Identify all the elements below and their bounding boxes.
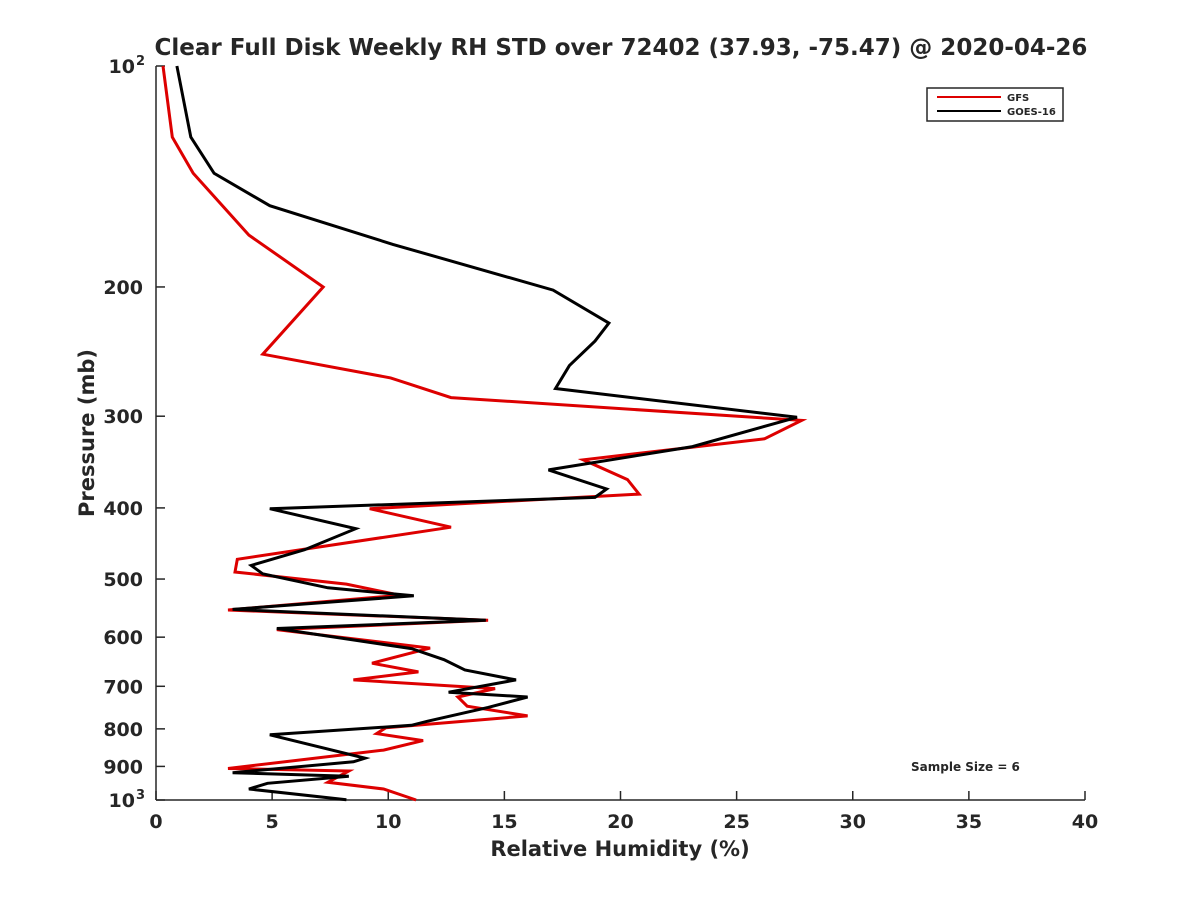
x-tick-label: 5 [266,811,279,833]
x-tick-label: 40 [1072,811,1098,833]
legend-label-gfs: GFS [1007,93,1029,104]
y-tick-label-exponent: 2 [136,54,145,69]
y-tick-label-exponent: 3 [136,788,145,803]
y-tick-label: 600 [103,627,143,649]
x-tick-label: 15 [491,811,517,833]
legend-box [926,87,1064,122]
plot-axes [155,66,1085,801]
series-layer [161,65,808,802]
x-tick-label: 0 [149,811,162,833]
y-tick-label: 400 [103,498,143,520]
series-line-goes-16 [175,65,798,802]
y-tick-label: 500 [103,569,143,591]
x-tick-label: 25 [723,811,749,833]
chart-title: Clear Full Disk Weekly RH STD over 72402… [155,35,1088,61]
series-line-gfs [161,65,808,802]
y-tick-label: 200 [103,277,143,299]
sample-size-annotation: Sample Size = 6 [911,760,1020,774]
y-tick-label: 900 [103,756,143,778]
x-axis-label: Relative Humidity (%) [490,837,749,861]
y-tick-label: 700 [103,676,143,698]
y-tick-label: 800 [103,719,143,741]
legend: GFS GOES-16 [926,87,1064,122]
y-tick-label: 10 [109,56,135,78]
x-tick-label: 30 [840,811,866,833]
legend-label-goes16: GOES-16 [1007,107,1056,118]
x-tick-label: 20 [607,811,633,833]
y-axis-label: Pressure (mb) [75,349,99,517]
y-tick-label: 10 [109,790,135,812]
y-tick-label: 300 [103,406,143,428]
x-tick-label: 10 [375,811,401,833]
x-tick-label: 35 [956,811,982,833]
x-axis-ticks: 0 5 10 15 20 25 30 35 40 [149,791,1098,833]
